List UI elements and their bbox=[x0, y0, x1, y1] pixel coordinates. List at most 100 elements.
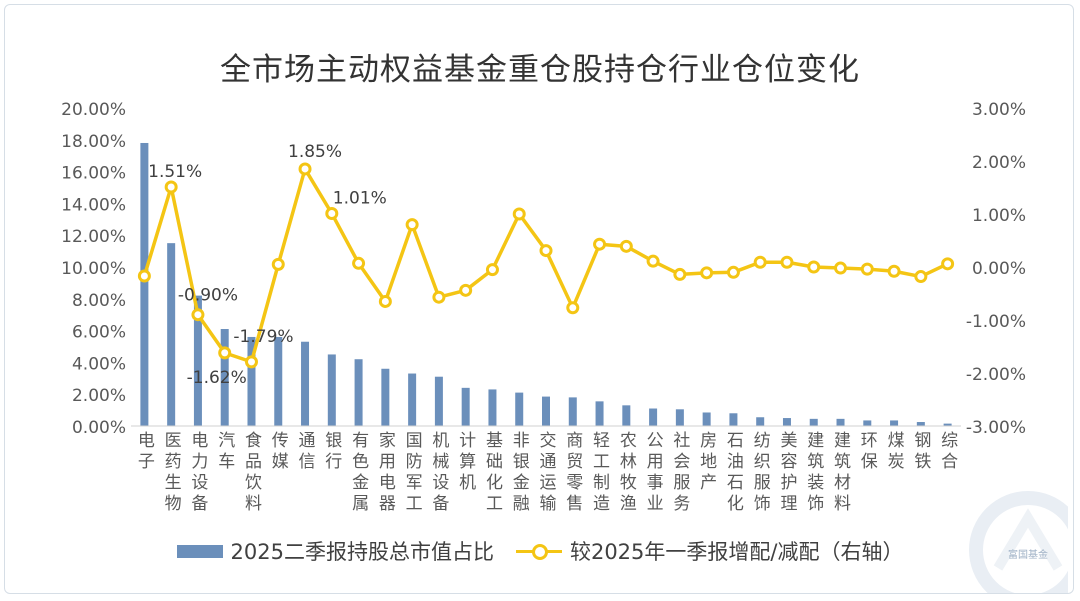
line-point-交通运输 bbox=[539, 244, 553, 258]
line-point-纺织服饰 bbox=[753, 255, 767, 269]
bar-石油石化 bbox=[729, 413, 738, 426]
category-label: 钢铁 bbox=[914, 431, 931, 472]
line-series bbox=[137, 162, 955, 369]
bar-基础化工 bbox=[488, 389, 497, 426]
bar-公用事业 bbox=[649, 408, 658, 426]
bar-建筑材料 bbox=[836, 418, 845, 426]
category-label: 公用事业 bbox=[647, 431, 664, 514]
bar-社会服务 bbox=[675, 409, 684, 426]
bar-环保 bbox=[863, 420, 872, 426]
line-point-轻工制造 bbox=[593, 237, 607, 251]
category-label: 交通运输 bbox=[540, 431, 557, 514]
x-axis-labels: 电子医药生物电力设备汽车食品饮料传媒通信银行有色金属家用电器国防军工机械设备计算… bbox=[138, 431, 958, 514]
category-label: 家用电器 bbox=[379, 431, 396, 514]
legend-line-label: 较2025年一季报增配/减配（右轴） bbox=[569, 540, 904, 564]
left-tick-label: 0.00% bbox=[72, 418, 126, 438]
line-point-通信 bbox=[298, 162, 312, 176]
bar-有色金属 bbox=[354, 359, 363, 426]
bar-电力设备 bbox=[193, 295, 202, 426]
bar-商贸零售 bbox=[568, 397, 577, 426]
category-label: 电子 bbox=[138, 431, 155, 472]
left-tick-label: 18.00% bbox=[61, 132, 126, 152]
right-tick-label: -2.00% bbox=[966, 365, 1026, 385]
category-label: 银行 bbox=[325, 431, 342, 472]
bar-煤炭 bbox=[890, 420, 899, 426]
category-label: 房地产 bbox=[700, 431, 717, 493]
category-label: 建筑材料 bbox=[834, 431, 851, 514]
left-tick-label: 4.00% bbox=[72, 354, 126, 374]
category-label: 环保 bbox=[861, 431, 878, 472]
bar-传媒 bbox=[274, 336, 283, 426]
legend-bar-swatch bbox=[176, 544, 223, 558]
data-labels: 1.51% -0.90% -1.62% -1.79% 1.85% 1.01% bbox=[148, 142, 387, 388]
category-label: 机械设备 bbox=[432, 431, 449, 514]
left-tick-label: 8.00% bbox=[72, 291, 126, 311]
bar-交通运输 bbox=[542, 396, 550, 426]
data-label: 1.51% bbox=[148, 162, 202, 182]
category-label: 基础化工 bbox=[486, 431, 503, 514]
line-point-非银金融 bbox=[512, 207, 526, 221]
chart-title: 全市场主动权益基金重仓股持仓行业仓位变化 bbox=[220, 52, 860, 88]
line-point-房地产 bbox=[700, 266, 714, 280]
left-axis: 0.00% 2.00% 4.00% 6.00% 8.00% 10.00% 12.00% 14.… bbox=[61, 100, 126, 438]
line-point-建筑装饰 bbox=[807, 260, 821, 274]
left-tick-label: 2.00% bbox=[72, 386, 126, 406]
category-label: 石油石化 bbox=[727, 431, 744, 514]
line-point-综合 bbox=[941, 257, 955, 271]
data-label: -1.62% bbox=[187, 368, 247, 388]
data-label: 1.01% bbox=[333, 188, 387, 208]
line-point-机械设备 bbox=[432, 290, 446, 304]
bar-食品饮料 bbox=[247, 336, 256, 426]
legend-item-line: 较2025年一季报增配/减配（右轴） bbox=[515, 536, 904, 566]
bar-计算机 bbox=[461, 387, 470, 426]
category-label: 社会服务 bbox=[673, 431, 690, 514]
bar-通信 bbox=[301, 341, 310, 426]
bar-汽车 bbox=[220, 329, 229, 426]
left-tick-label: 12.00% bbox=[61, 227, 126, 247]
left-tick-label: 14.00% bbox=[61, 195, 126, 215]
line-point-电力设备 bbox=[191, 308, 205, 322]
left-tick-label: 6.00% bbox=[72, 323, 126, 343]
line-point-商贸零售 bbox=[566, 301, 580, 315]
bar-建筑装饰 bbox=[809, 418, 818, 426]
watermark-text: 富国基金 bbox=[1008, 550, 1048, 561]
left-tick-label: 16.00% bbox=[61, 164, 126, 184]
line-point-家用电器 bbox=[378, 294, 392, 308]
line-point-银行 bbox=[325, 206, 339, 220]
bar-国防军工 bbox=[408, 373, 417, 426]
chart-frame bbox=[4, 4, 1074, 594]
category-label: 建筑装饰 bbox=[807, 431, 824, 514]
legend-line-swatch bbox=[515, 541, 562, 561]
category-label: 美容护理 bbox=[780, 431, 797, 514]
line-point-石油石化 bbox=[726, 265, 740, 279]
category-label: 纺织服饰 bbox=[754, 431, 771, 514]
right-tick-label: 1.00% bbox=[972, 206, 1026, 226]
category-label: 商贸零售 bbox=[566, 431, 583, 514]
data-label: -0.90% bbox=[178, 286, 238, 306]
bar-银行 bbox=[327, 354, 336, 426]
bar-医药生物 bbox=[167, 243, 176, 426]
category-label: 医药生物 bbox=[165, 431, 182, 514]
bar-纺织服饰 bbox=[756, 417, 765, 426]
category-label: 煤炭 bbox=[888, 431, 905, 472]
line-point-社会服务 bbox=[673, 267, 687, 281]
category-label: 轻工制造 bbox=[593, 431, 610, 514]
category-label: 传媒 bbox=[272, 431, 289, 472]
line-point-环保 bbox=[860, 262, 874, 276]
line-point-美容护理 bbox=[780, 255, 794, 269]
right-tick-label: 2.00% bbox=[972, 153, 1026, 173]
bar-综合 bbox=[943, 423, 952, 426]
bar-美容护理 bbox=[782, 418, 791, 426]
right-tick-label: 3.00% bbox=[972, 100, 1026, 120]
line-point-钢铁 bbox=[914, 270, 928, 284]
line-point-国防军工 bbox=[405, 218, 419, 232]
bar-电子 bbox=[140, 142, 149, 427]
category-label: 农林牧渔 bbox=[620, 431, 637, 514]
bar-series bbox=[140, 142, 952, 427]
category-label: 国防军工 bbox=[406, 431, 423, 514]
legend-item-bar: 2025二季报持股总市值占比 bbox=[176, 536, 494, 566]
right-tick-label: -3.00% bbox=[966, 418, 1026, 438]
line-point-电子 bbox=[137, 269, 151, 283]
bar-家用电器 bbox=[381, 368, 390, 426]
line-point-传媒 bbox=[271, 257, 285, 271]
